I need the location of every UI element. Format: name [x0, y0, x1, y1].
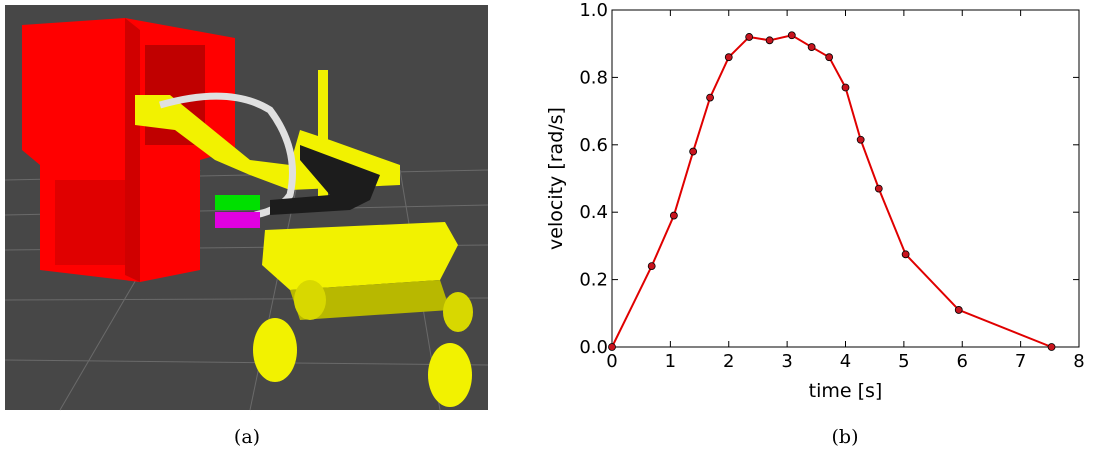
- x-tick-label: 1: [665, 351, 676, 372]
- y-tick-label: 1.0: [579, 0, 608, 21]
- data-point: [648, 263, 655, 270]
- x-tick-label: 2: [723, 351, 734, 372]
- y-tick-label: 0.4: [579, 202, 608, 223]
- x-tick-label: 8: [1073, 351, 1084, 372]
- robot-render: [5, 5, 488, 410]
- x-tick-label: 5: [898, 351, 909, 372]
- data-point: [955, 306, 962, 313]
- data-point: [875, 185, 882, 192]
- data-point: [746, 33, 753, 40]
- caption: (b): [832, 426, 859, 448]
- x-axis-label: time [s]: [809, 380, 883, 402]
- data-point: [857, 136, 864, 143]
- data-point: [842, 84, 849, 91]
- figure: (a) (b) 0123456780.00.20.40.60.81.0time …: [0, 0, 1098, 456]
- data-point: [826, 54, 833, 61]
- data-point: [808, 44, 815, 51]
- data-point: [707, 94, 714, 101]
- data-point: [609, 344, 616, 351]
- caption: (a): [234, 426, 260, 448]
- y-tick-label: 0.2: [579, 270, 608, 291]
- data-point: [902, 251, 909, 258]
- plot-area: [612, 10, 1079, 347]
- data-point: [670, 212, 677, 219]
- y-axis-label: velocity [rad/s]: [545, 107, 567, 250]
- y-tick-label: 0.6: [579, 135, 608, 156]
- x-tick-label: 4: [840, 351, 851, 372]
- y-tick-label: 0.0: [579, 337, 608, 358]
- data-point: [788, 32, 795, 39]
- x-tick-label: 7: [1015, 351, 1026, 372]
- data-point: [690, 148, 697, 155]
- data-line: [612, 35, 1052, 347]
- x-tick-label: 6: [957, 351, 968, 372]
- data-point: [766, 37, 773, 44]
- y-tick-label: 0.8: [579, 67, 608, 88]
- page: {"chart_data": {"type": "line", "x": [0,…: [0, 0, 1098, 456]
- x-tick-label: 3: [781, 351, 792, 372]
- data-point: [1048, 344, 1055, 351]
- data-point: [725, 54, 732, 61]
